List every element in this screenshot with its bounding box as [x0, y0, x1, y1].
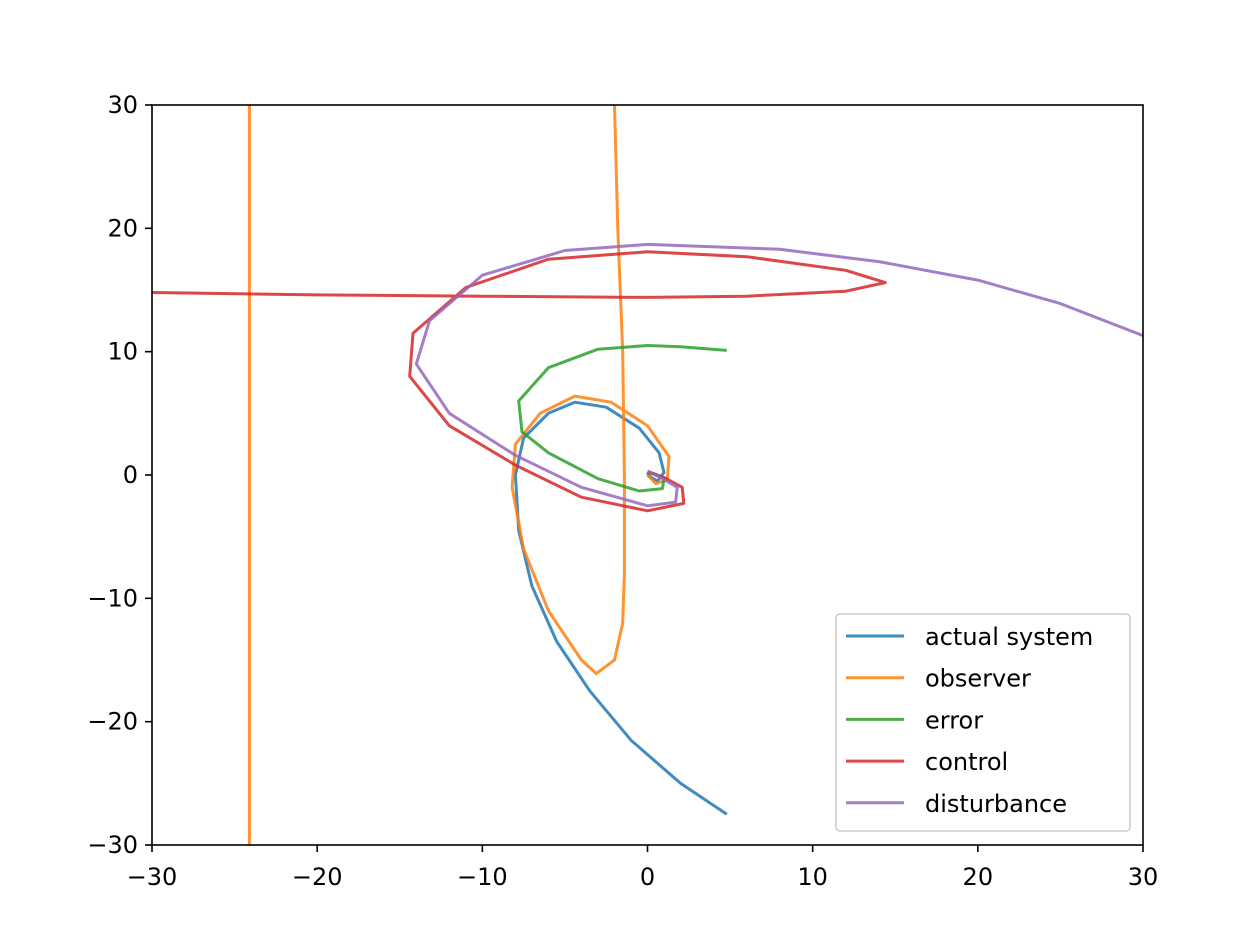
series-line-control	[152, 250, 887, 513]
x-tick-label: −30	[127, 863, 178, 891]
x-tick-label: 30	[1128, 863, 1159, 891]
legend-box	[835, 613, 1131, 832]
y-axis: −30 −20 −10 0 10 20 30	[87, 91, 152, 859]
legend-label: control	[925, 748, 1008, 776]
legend-label: observer	[925, 665, 1031, 693]
y-tick-label: −20	[87, 708, 138, 736]
x-axis: −30 −20 −10 0 10 20 30	[127, 845, 1159, 891]
legend: actual system observer error control disturb…	[835, 613, 1131, 832]
x-tick-label: −20	[292, 863, 343, 891]
y-tick-label: 30	[107, 91, 138, 119]
series-line-disturbance	[414, 242, 1143, 508]
y-tick-label: 0	[123, 461, 138, 489]
legend-label: actual system	[925, 623, 1093, 651]
y-tick-label: 20	[107, 214, 138, 242]
x-tick-label: 10	[797, 863, 828, 891]
x-tick-label: 0	[640, 863, 655, 891]
y-tick-label: −30	[87, 831, 138, 859]
y-tick-label: −10	[87, 584, 138, 612]
legend-label: error	[925, 706, 983, 734]
series-line-observer	[247, 105, 671, 845]
series-layer	[152, 105, 1143, 845]
y-tick-label: 10	[107, 338, 138, 366]
legend-label: disturbance	[925, 790, 1067, 818]
x-tick-label: −10	[457, 863, 508, 891]
x-tick-label: 20	[963, 863, 994, 891]
series-line-actual-system	[513, 400, 728, 816]
